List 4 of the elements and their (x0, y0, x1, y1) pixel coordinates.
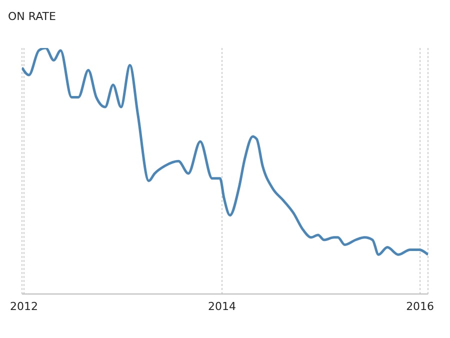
x-tick-label: 2014 (208, 300, 236, 313)
chart-title: ON RATE (8, 10, 56, 23)
x-tick-label: 2016 (406, 300, 434, 313)
x-tick-label: 2012 (10, 300, 38, 313)
